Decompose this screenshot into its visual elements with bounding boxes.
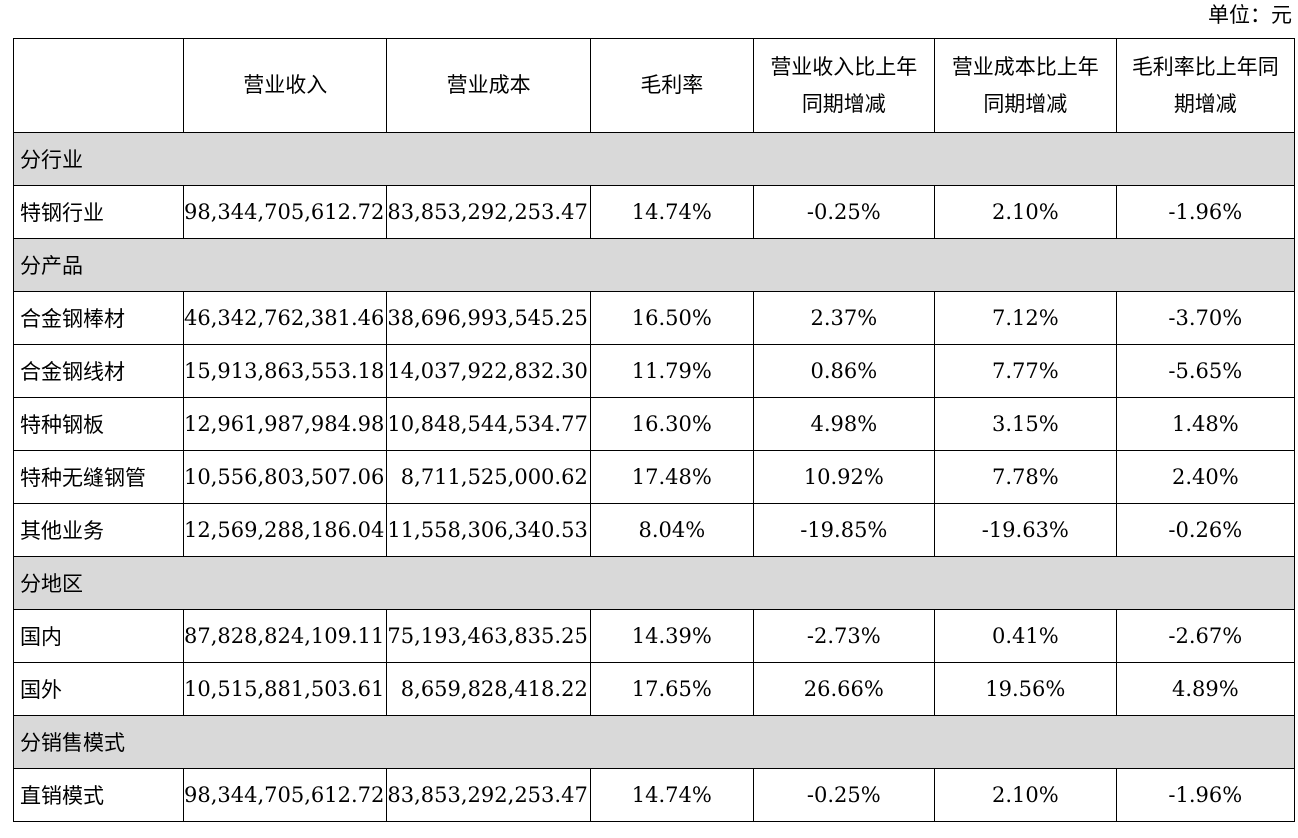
- header-revenue-yoy-line2: 同期增减: [801, 91, 886, 116]
- margin-yoy-cell: -1.96%: [1115, 185, 1295, 239]
- margin-cell: 16.50%: [589, 291, 754, 345]
- revenue-yoy-cell: 2.37%: [752, 291, 935, 345]
- section-title: 分行业: [13, 132, 1295, 186]
- table-row: 直销模式 98,344,705,612.72 83,853,292,253.47 14…: [13, 768, 1295, 822]
- margin-cell: 8.04%: [589, 503, 754, 557]
- margin-yoy-cell: -1.96%: [1115, 768, 1295, 822]
- cost-cell: 75,193,463,835.25: [386, 609, 591, 663]
- cost-yoy-cell: 7.78%: [933, 450, 1117, 504]
- revenue-cell: 15,913,863,553.18: [182, 344, 388, 398]
- table-row: 特种无缝钢管 10,556,803,507.06 8,711,525,000.62 1…: [13, 450, 1295, 504]
- cost-yoy-cell: 7.77%: [933, 344, 1117, 398]
- table-row: 特种钢板 12,961,987,984.98 10,848,544,534.77 16…: [13, 397, 1295, 451]
- header-margin-yoy: 毛利率比上年同 期增减: [1115, 38, 1295, 133]
- revenue-yoy-cell: -2.73%: [752, 609, 935, 663]
- margin-yoy-cell: 4.89%: [1115, 662, 1295, 716]
- unit-label: 单位：元: [1208, 3, 1292, 27]
- row-label-cell: 特种无缝钢管: [13, 450, 184, 504]
- section-title: 分产品: [13, 238, 1295, 292]
- section-row: 分产品: [13, 238, 1295, 292]
- margin-yoy-cell: -5.65%: [1115, 344, 1295, 398]
- header-cost-yoy-line1: 营业成本比上年: [951, 54, 1099, 79]
- cost-cell: 8,711,525,000.62: [386, 450, 591, 504]
- row-label-cell: 国外: [13, 662, 184, 716]
- row-label-cell: 合金钢棒材: [13, 291, 184, 345]
- row-label-cell: 特种钢板: [13, 397, 184, 451]
- table-row: 国外 10,515,881,503.61 8,659,828,418.22 17.65…: [13, 662, 1295, 716]
- cost-cell: 83,853,292,253.47: [386, 768, 591, 822]
- margin-yoy-cell: 1.48%: [1115, 397, 1295, 451]
- revenue-cell: 10,556,803,507.06: [182, 450, 388, 504]
- revenue-yoy-cell: 26.66%: [752, 662, 935, 716]
- header-row: 营业收入 营业成本 毛利率 营业收入比上年 同期增减 营业成本比上年 同期增减 …: [13, 38, 1295, 133]
- header-margin: 毛利率: [589, 38, 754, 133]
- revenue-cell: 10,515,881,503.61: [182, 662, 388, 716]
- header-margin-yoy-line2: 期增减: [1173, 91, 1237, 116]
- margin-cell: 17.65%: [589, 662, 754, 716]
- header-margin-yoy-line1: 毛利率比上年同: [1131, 54, 1279, 79]
- header-revenue: 营业收入: [182, 38, 388, 133]
- margin-cell: 17.48%: [589, 450, 754, 504]
- margin-cell: 16.30%: [589, 397, 754, 451]
- row-label-cell: 国内: [13, 609, 184, 663]
- row-label-cell: 直销模式: [13, 768, 184, 822]
- financial-table: 营业收入 营业成本 毛利率 营业收入比上年 同期增减 营业成本比上年 同期增减 …: [13, 38, 1295, 822]
- header-cost-yoy: 营业成本比上年 同期增减: [933, 38, 1117, 133]
- margin-cell: 14.39%: [589, 609, 754, 663]
- margin-cell: 11.79%: [589, 344, 754, 398]
- revenue-yoy-cell: 0.86%: [752, 344, 935, 398]
- header-cost: 营业成本: [386, 38, 591, 133]
- revenue-cell: 98,344,705,612.72: [182, 185, 388, 239]
- cost-cell: 38,696,993,545.25: [386, 291, 591, 345]
- revenue-cell: 87,828,824,109.11: [182, 609, 388, 663]
- revenue-cell: 46,342,762,381.46: [182, 291, 388, 345]
- revenue-cell: 12,569,288,186.04: [182, 503, 388, 557]
- section-title: 分地区: [13, 556, 1295, 610]
- cost-cell: 83,853,292,253.47: [386, 185, 591, 239]
- section-row: 分行业: [13, 132, 1295, 186]
- section-row: 分地区: [13, 556, 1295, 610]
- cost-yoy-cell: 0.41%: [933, 609, 1117, 663]
- revenue-yoy-cell: -0.25%: [752, 768, 935, 822]
- section-row: 分销售模式: [13, 715, 1295, 769]
- revenue-yoy-cell: 10.92%: [752, 450, 935, 504]
- revenue-yoy-cell: 4.98%: [752, 397, 935, 451]
- table-row: 其他业务 12,569,288,186.04 11,558,306,340.53 8.…: [13, 503, 1295, 557]
- table-row: 国内 87,828,824,109.11 75,193,463,835.25 14.3…: [13, 609, 1295, 663]
- margin-yoy-cell: -0.26%: [1115, 503, 1295, 557]
- table-row: 特钢行业 98,344,705,612.72 83,853,292,253.47 14…: [13, 185, 1295, 239]
- table-body: 营业收入 营业成本 毛利率 营业收入比上年 同期增减 营业成本比上年 同期增减 …: [13, 38, 1295, 822]
- cost-cell: 11,558,306,340.53: [386, 503, 591, 557]
- row-label-cell: 合金钢线材: [13, 344, 184, 398]
- margin-yoy-cell: -3.70%: [1115, 291, 1295, 345]
- cost-yoy-cell: 19.56%: [933, 662, 1117, 716]
- revenue-cell: 98,344,705,612.72: [182, 768, 388, 822]
- margin-yoy-cell: -2.67%: [1115, 609, 1295, 663]
- revenue-cell: 12,961,987,984.98: [182, 397, 388, 451]
- row-label-cell: 特钢行业: [13, 185, 184, 239]
- row-label-cell: 其他业务: [13, 503, 184, 557]
- cost-yoy-cell: 2.10%: [933, 768, 1117, 822]
- cost-cell: 8,659,828,418.22: [386, 662, 591, 716]
- margin-cell: 14.74%: [589, 768, 754, 822]
- section-title: 分销售模式: [13, 715, 1295, 769]
- cost-yoy-cell: 3.15%: [933, 397, 1117, 451]
- cost-yoy-cell: 2.10%: [933, 185, 1117, 239]
- cost-yoy-cell: -19.63%: [933, 503, 1117, 557]
- header-revenue-yoy: 营业收入比上年 同期增减: [752, 38, 935, 133]
- table-row: 合金钢棒材 46,342,762,381.46 38,696,993,545.25 1…: [13, 291, 1295, 345]
- cost-yoy-cell: 7.12%: [933, 291, 1117, 345]
- header-blank: [13, 38, 184, 133]
- table-row: 合金钢线材 15,913,863,553.18 14,037,922,832.30 1…: [13, 344, 1295, 398]
- margin-yoy-cell: 2.40%: [1115, 450, 1295, 504]
- cost-cell: 14,037,922,832.30: [386, 344, 591, 398]
- header-revenue-yoy-line1: 营业收入比上年: [770, 54, 918, 79]
- margin-cell: 14.74%: [589, 185, 754, 239]
- header-cost-yoy-line2: 同期增减: [983, 91, 1068, 116]
- revenue-yoy-cell: -19.85%: [752, 503, 935, 557]
- cost-cell: 10,848,544,534.77: [386, 397, 591, 451]
- revenue-yoy-cell: -0.25%: [752, 185, 935, 239]
